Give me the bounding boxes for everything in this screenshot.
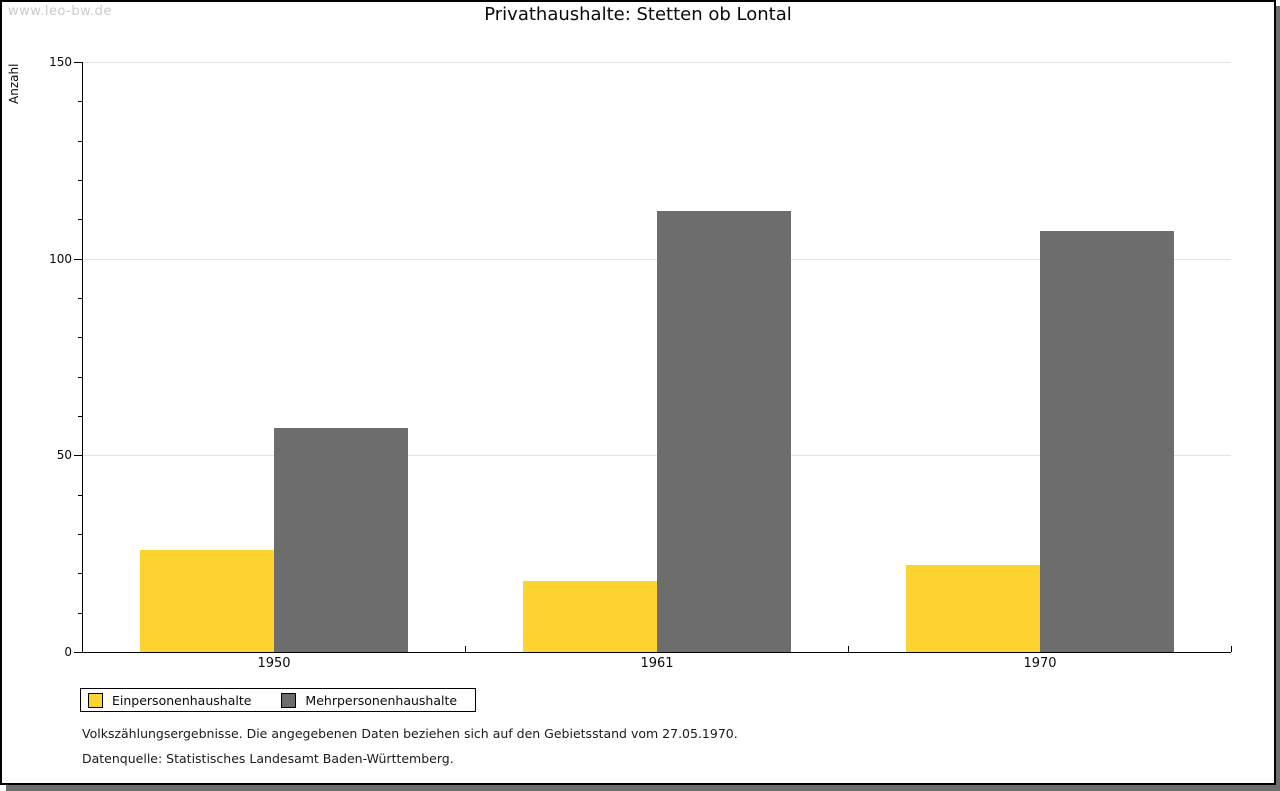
legend-label-mehrpersonenhaushalte: Mehrpersonenhaushalte — [305, 692, 458, 708]
x-tick-label-1950: 1950 — [257, 656, 291, 671]
y-major-tick-100 — [74, 259, 82, 260]
x-axis-line — [82, 652, 1231, 653]
legend-swatch-gray — [281, 692, 297, 708]
y-tick-label-50: 50 — [56, 448, 72, 462]
chart-title: Privathaushalte: Stetten ob Lontal — [484, 4, 792, 25]
x-boundary-tick-0 — [465, 646, 466, 652]
bar-mehrpersonenhaushalte-1970 — [1040, 231, 1174, 652]
y-minor-tick-140 — [78, 101, 82, 102]
watermark: www.leo-bw.de — [8, 4, 112, 19]
y-tick-label-150: 150 — [49, 55, 72, 69]
legend-item-einpersonenhaushalte: Einpersonenhaushalte — [88, 692, 252, 708]
x-boundary-tick-2 — [1231, 646, 1232, 652]
bar-einpersonenhaushalte-1970 — [906, 565, 1040, 652]
y-minor-tick-40 — [78, 495, 82, 496]
y-major-tick-150 — [74, 62, 82, 63]
legend-item-mehrpersonenhaushalte: Mehrpersonenhaushalte — [281, 692, 458, 708]
y-minor-tick-70 — [78, 377, 82, 378]
y-minor-tick-20 — [78, 573, 82, 574]
bar-einpersonenhaushalte-1950 — [140, 550, 274, 652]
y-minor-tick-30 — [78, 534, 82, 535]
footnote-source-note: Volkszählungsergebnisse. Die angegebenen… — [82, 726, 738, 741]
bar-mehrpersonenhaushalte-1950 — [274, 428, 408, 652]
x-boundary-tick-1 — [848, 646, 849, 652]
footnote-data-source: Datenquelle: Statistisches Landesamt Bad… — [82, 751, 454, 766]
legend: Einpersonenhaushalte Mehrpersonenhaushal… — [80, 688, 476, 712]
y-major-tick-50 — [74, 455, 82, 456]
legend-label-einpersonenhaushalte: Einpersonenhaushalte — [112, 692, 252, 708]
bar-mehrpersonenhaushalte-1961 — [657, 211, 791, 652]
gridline-150 — [83, 62, 1231, 63]
x-tick-label-1961: 1961 — [640, 656, 674, 671]
y-minor-tick-130 — [78, 141, 82, 142]
y-minor-tick-10 — [78, 613, 82, 614]
x-tick-label-1970: 1970 — [1023, 656, 1057, 671]
y-axis-line — [82, 62, 83, 653]
y-minor-tick-120 — [78, 180, 82, 181]
y-minor-tick-60 — [78, 416, 82, 417]
legend-swatch-yellow — [88, 692, 103, 708]
y-minor-tick-90 — [78, 298, 82, 299]
y-minor-tick-110 — [78, 219, 82, 220]
y-minor-tick-80 — [78, 337, 82, 338]
bar-einpersonenhaushalte-1961 — [523, 581, 657, 652]
y-tick-label-0: 0 — [64, 645, 72, 659]
y-tick-label-100: 100 — [49, 252, 72, 266]
y-major-tick-0 — [74, 652, 82, 653]
